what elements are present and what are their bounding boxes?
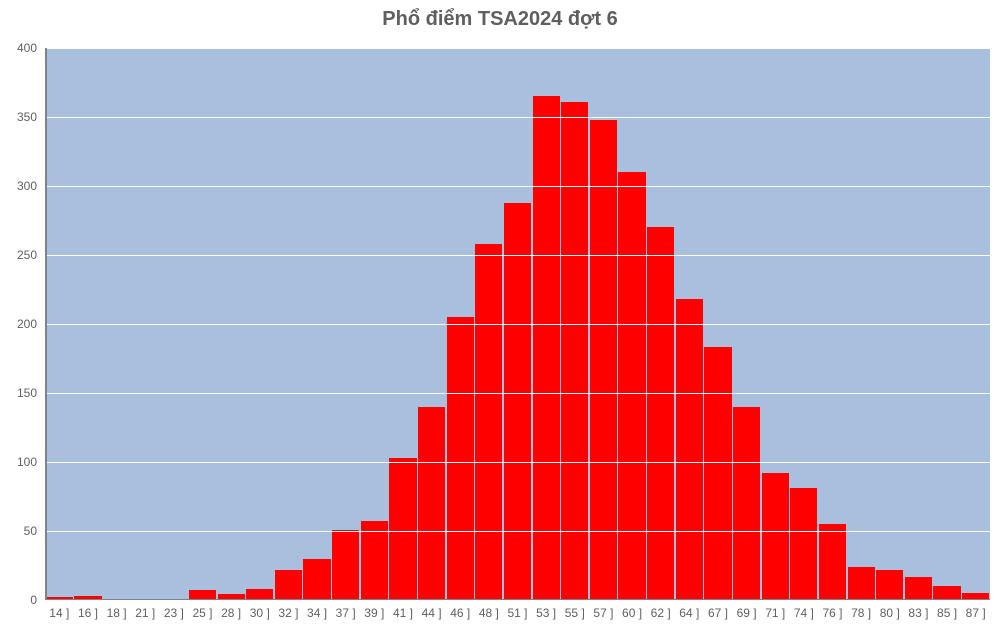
x-tick-label: 80 ] — [880, 606, 900, 620]
y-tick-label: 50 — [0, 524, 37, 538]
x-tick-label: 85 ] — [937, 606, 957, 620]
bar — [647, 227, 674, 600]
y-tick-label: 200 — [0, 317, 37, 331]
gridline — [45, 324, 990, 325]
bar — [303, 559, 330, 600]
bar — [332, 530, 359, 600]
x-tick-label: 83 ] — [908, 606, 928, 620]
bar — [361, 521, 388, 600]
bar — [618, 172, 645, 600]
x-tick-label: 78 ] — [851, 606, 871, 620]
chart-title: Phổ điểm TSA2024 đợt 6 — [0, 0, 1000, 35]
x-tick-label: 16 ] — [78, 606, 98, 620]
bar — [389, 458, 416, 600]
x-tick-label: 74 ] — [794, 606, 814, 620]
x-tick-label: 53 ] — [536, 606, 556, 620]
bar — [876, 570, 903, 600]
x-tick-label: 55 ] — [565, 606, 585, 620]
bar — [733, 407, 760, 600]
y-tick-label: 350 — [0, 110, 37, 124]
x-tick-label: 48 ] — [479, 606, 499, 620]
x-tick-label: 67 ] — [708, 606, 728, 620]
x-tick-label: 62 ] — [651, 606, 671, 620]
x-tick-label: 76 ] — [822, 606, 842, 620]
bar — [275, 570, 302, 600]
bar — [819, 524, 846, 600]
bar — [418, 407, 445, 600]
bar — [590, 120, 617, 600]
x-tick-label: 18 ] — [107, 606, 127, 620]
x-tick-label: 34 ] — [307, 606, 327, 620]
y-tick-label: 100 — [0, 455, 37, 469]
gridline — [45, 600, 990, 601]
bar — [762, 473, 789, 600]
bar — [447, 317, 474, 600]
plot-area: 05010015020025030035040014 ]16 ]18 ]21 ]… — [45, 48, 990, 600]
gridline — [45, 186, 990, 187]
bar — [561, 102, 588, 600]
x-tick-label: 51 ] — [507, 606, 527, 620]
x-axis-line — [45, 599, 990, 601]
gridline — [45, 48, 990, 49]
gridline — [45, 117, 990, 118]
y-tick-label: 300 — [0, 179, 37, 193]
x-tick-label: 30 ] — [250, 606, 270, 620]
bar — [790, 488, 817, 600]
x-tick-label: 37 ] — [336, 606, 356, 620]
bar — [704, 347, 731, 600]
x-tick-label: 32 ] — [278, 606, 298, 620]
bar — [676, 299, 703, 600]
y-tick-label: 250 — [0, 248, 37, 262]
histogram-chart: Phổ điểm TSA2024 đợt 6 05010015020025030… — [0, 0, 1000, 630]
x-tick-label: 25 ] — [192, 606, 212, 620]
x-tick-label: 28 ] — [221, 606, 241, 620]
x-tick-label: 21 ] — [135, 606, 155, 620]
x-tick-label: 23 ] — [164, 606, 184, 620]
x-tick-label: 64 ] — [679, 606, 699, 620]
x-tick-label: 41 ] — [393, 606, 413, 620]
bar — [504, 203, 531, 600]
y-tick-label: 0 — [0, 593, 37, 607]
x-tick-label: 71 ] — [765, 606, 785, 620]
y-axis-line — [45, 48, 47, 600]
gridline — [45, 531, 990, 532]
gridline — [45, 393, 990, 394]
gridline — [45, 255, 990, 256]
x-tick-label: 69 ] — [737, 606, 757, 620]
x-tick-label: 46 ] — [450, 606, 470, 620]
gridline — [45, 462, 990, 463]
y-tick-label: 150 — [0, 386, 37, 400]
x-tick-label: 14 ] — [49, 606, 69, 620]
x-tick-label: 57 ] — [593, 606, 613, 620]
bar — [905, 577, 932, 600]
bar — [475, 244, 502, 600]
x-tick-label: 44 ] — [422, 606, 442, 620]
bar — [533, 96, 560, 600]
bar — [848, 567, 875, 600]
x-tick-label: 39 ] — [364, 606, 384, 620]
x-tick-label: 87 ] — [966, 606, 986, 620]
x-tick-label: 60 ] — [622, 606, 642, 620]
y-tick-label: 400 — [0, 41, 37, 55]
